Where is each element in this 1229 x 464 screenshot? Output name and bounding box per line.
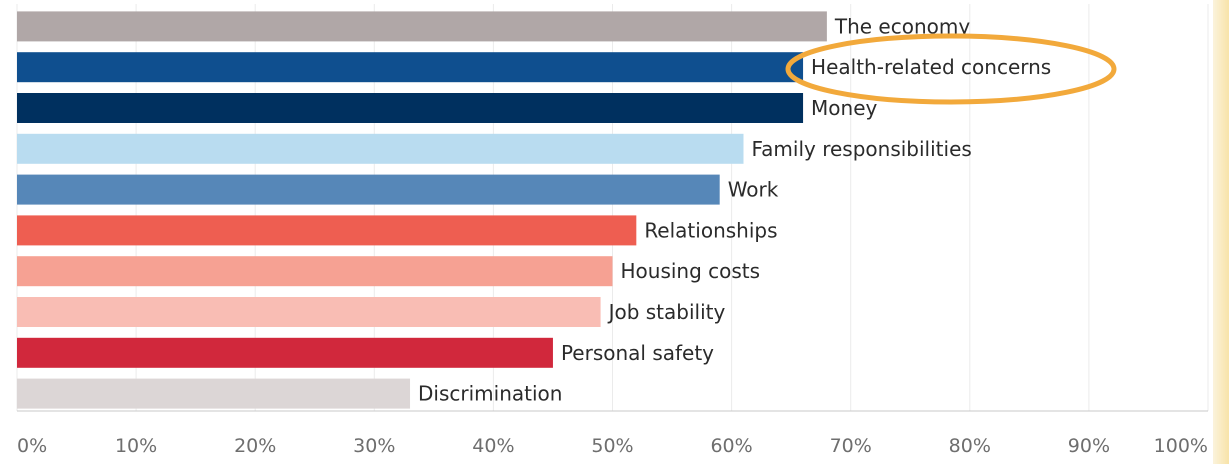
bar-housing-costs [17, 256, 613, 287]
bar-family-responsibilities [17, 133, 744, 164]
bar-job-stability [17, 297, 601, 327]
bar-money [17, 93, 804, 123]
right-edge-strip [1213, 0, 1229, 464]
highlight-ellipse [785, 33, 1117, 105]
bar-discrimination [17, 378, 411, 409]
bar-relationships [17, 215, 637, 246]
x-tick-label: 20% [234, 435, 276, 457]
bar-label: Work [728, 178, 779, 202]
bar-label: Personal safety [561, 341, 714, 365]
bar-work [17, 174, 720, 205]
x-tick-label: 100% [1154, 435, 1208, 457]
x-tick-label: 70% [830, 435, 872, 457]
x-tick-label: 40% [472, 435, 514, 457]
x-axis-ticks: 0% 10% 20% 30% 40% 50% 60% 70% 80% 90% 100% [17, 435, 1208, 457]
x-tick-label: 50% [591, 435, 633, 457]
x-tick-label: 30% [353, 435, 395, 457]
bars [17, 11, 827, 409]
bar-label: Health-related concerns [811, 55, 1051, 79]
bar-label: Job stability [607, 300, 726, 324]
bar-label: Money [811, 96, 877, 120]
bar-health-related-concerns [17, 52, 804, 83]
bar-label: Housing costs [621, 259, 761, 283]
x-tick-label: 90% [1068, 435, 1110, 457]
x-tick-label: 0% [17, 435, 47, 457]
x-tick-label: 60% [710, 435, 752, 457]
bar-label: Relationships [644, 218, 777, 242]
x-tick-label: 10% [115, 435, 157, 457]
bar-label: Discrimination [418, 382, 562, 406]
bar-personal-safety [17, 337, 553, 368]
bar-the-economy [17, 11, 827, 42]
bar-label: Family responsibilities [752, 137, 972, 161]
x-tick-label: 80% [949, 435, 991, 457]
